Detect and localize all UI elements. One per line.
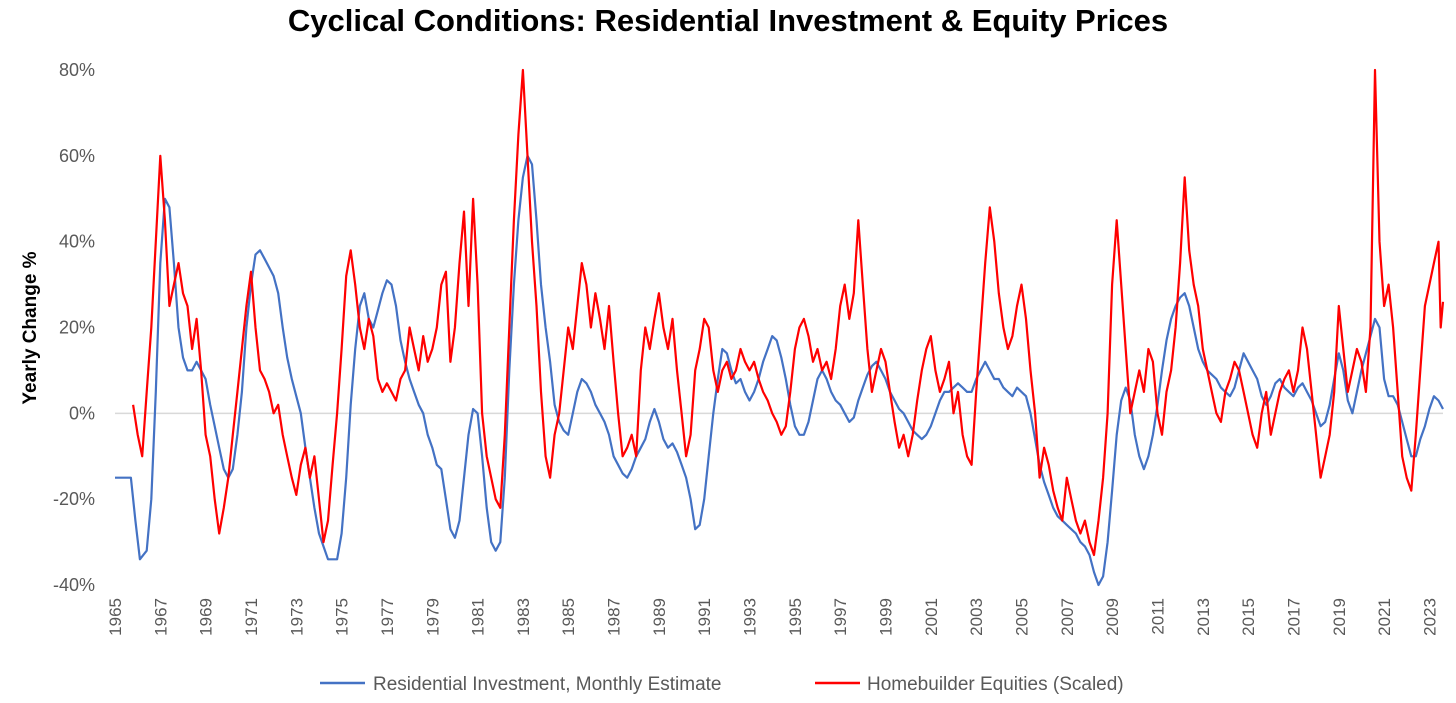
legend-label: Residential Investment, Monthly Estimate [373,674,722,695]
x-tick-label: 1991 [695,598,714,636]
x-tick-label: 1969 [197,598,216,636]
x-tick-label: 2001 [922,598,941,636]
x-tick-label: 2013 [1194,598,1213,636]
x-tick-label: 1977 [378,598,397,636]
x-tick-label: 1973 [287,598,306,636]
x-tick-label: 1983 [514,598,533,636]
x-axis-ticks: 1965 1967 1969 1971 1973 1975 1977 1979 1981 1983… [106,598,1439,636]
x-tick-label: 2021 [1375,598,1394,636]
y-tick-label: 60% [59,146,95,166]
x-tick-label: 1987 [605,598,624,636]
x-tick-label: 2007 [1058,598,1077,636]
x-tick-label: 1981 [469,598,488,636]
x-tick-label: 1993 [741,598,760,636]
y-tick-label: -20% [53,489,95,509]
y-tick-label: 20% [59,318,95,338]
x-tick-label: 2017 [1284,598,1303,636]
y-tick-label: 0% [69,403,95,423]
residential-investment-line [115,154,1444,587]
x-tick-label: 2015 [1239,598,1258,636]
x-tick-label: 1997 [831,598,850,636]
y-tick-label: 40% [59,232,95,252]
legend: Residential Investment, Monthly Estimate… [320,674,1124,695]
x-tick-label: 2003 [967,598,986,636]
y-axis-ticks: 80% 60% 40% 20% 0% -20% -40% [53,60,95,595]
x-tick-label: 2009 [1103,598,1122,636]
x-tick-label: 2011 [1149,598,1168,635]
x-tick-label: 1975 [333,598,352,636]
x-tick-label: 2019 [1330,598,1349,636]
y-tick-label: 80% [59,60,95,80]
x-tick-label: 1999 [877,598,896,636]
x-tick-label: 1985 [559,598,578,636]
x-tick-label: 1967 [151,598,170,636]
homebuilder-equities-line [132,68,1445,557]
legend-label: Homebuilder Equities (Scaled) [867,674,1124,695]
series-lines [115,68,1445,587]
y-tick-label: -40% [53,575,95,595]
x-tick-label: 2005 [1013,598,1032,636]
y-axis-title: Yearly Change % [20,251,41,404]
x-tick-label: 1995 [786,598,805,636]
x-tick-label: 1979 [423,598,442,636]
x-tick-label: 1965 [106,598,125,636]
x-tick-label: 1989 [650,598,669,636]
x-tick-label: 1971 [242,598,261,636]
x-tick-label: 2023 [1420,598,1439,636]
chart-title: Cyclical Conditions: Residential Investm… [288,3,1168,38]
